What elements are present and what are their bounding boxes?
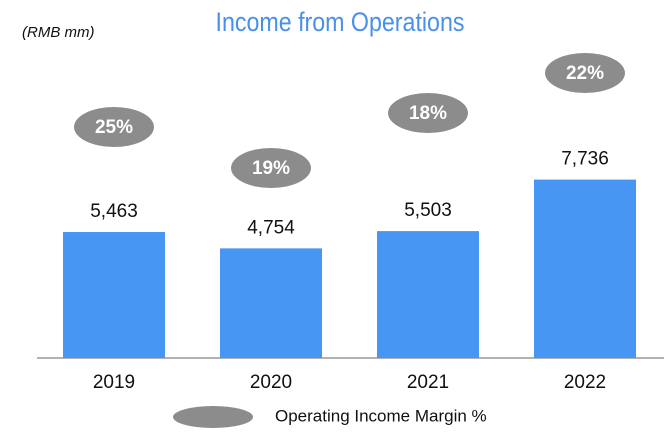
bar [377, 231, 479, 358]
margin-bubble [388, 93, 468, 133]
legend-swatch [173, 406, 253, 428]
value-label: 5,463 [90, 201, 138, 222]
x-tick-label: 2019 [93, 372, 135, 393]
legend-label: Operating Income Margin % [275, 406, 487, 425]
bar [220, 248, 322, 358]
margin-label: 18% [409, 103, 447, 124]
margin-bubble [231, 148, 311, 188]
margin-bubble [74, 107, 154, 147]
margin-label: 19% [252, 158, 290, 179]
bar [63, 232, 165, 358]
margin-bubble [545, 53, 625, 93]
value-label: 5,503 [404, 200, 452, 221]
unit-label: (RMB mm) [22, 24, 94, 41]
chart-title: Income from Operations [216, 8, 465, 38]
value-label: 4,754 [247, 217, 295, 238]
value-label: 7,736 [561, 149, 609, 170]
bar [534, 179, 636, 358]
x-tick-label: 2022 [564, 372, 606, 393]
margin-label: 25% [95, 117, 133, 138]
x-tick-label: 2020 [250, 372, 292, 393]
x-tick-label: 2021 [407, 372, 449, 393]
margin-label: 22% [566, 63, 604, 84]
